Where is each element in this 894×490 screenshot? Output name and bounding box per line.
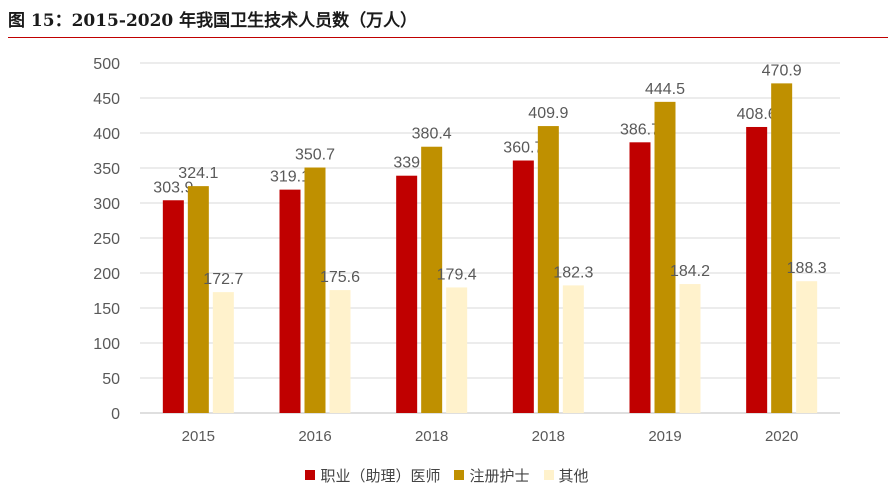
y-tick-label: 100 <box>93 336 120 353</box>
data-label-others: 184.2 <box>670 263 710 280</box>
legend-item-others: 其他 <box>543 465 589 486</box>
figure-title: 图 15：2015-2020 年我国卫生技术人员数（万人） <box>8 11 418 31</box>
legend-label-physicians: 职业（助理）医师 <box>320 466 441 485</box>
bar-others <box>329 290 351 413</box>
legend-label-others: 其他 <box>558 466 589 485</box>
data-label-nurses: 470.9 <box>762 62 802 79</box>
y-tick-label: 350 <box>93 161 120 178</box>
data-label-others: 175.6 <box>320 269 360 286</box>
bar-nurses <box>654 101 676 413</box>
y-tick-label: 250 <box>93 231 120 248</box>
bar-nurses <box>187 186 209 413</box>
data-label-nurses: 444.5 <box>645 81 685 98</box>
data-label-nurses: 350.7 <box>295 147 335 164</box>
data-label-nurses: 324.1 <box>178 165 218 182</box>
bar-physicians <box>512 160 534 413</box>
data-label-physicians: 303.9 <box>153 179 193 196</box>
data-label-physicians: 360.7 <box>503 140 543 157</box>
y-tick-label: 450 <box>93 91 120 108</box>
title-divider <box>8 37 888 38</box>
legend-label-nurses: 注册护士 <box>469 466 530 485</box>
bar-physicians <box>279 189 301 413</box>
x-tick-label: 2015 <box>182 428 215 445</box>
bar-others <box>562 285 584 413</box>
legend-swatch-others <box>543 470 554 480</box>
bar-others <box>212 292 234 413</box>
legend-swatch-nurses <box>454 470 465 480</box>
y-tick-label: 500 <box>93 56 120 73</box>
x-tick-label: 2020 <box>765 428 798 445</box>
bar-nurses <box>421 146 443 413</box>
y-tick-label: 150 <box>93 301 120 318</box>
x-tick-label: 2016 <box>298 428 331 445</box>
data-label-physicians: 339 <box>393 155 420 172</box>
data-label-physicians: 319.1 <box>270 169 310 186</box>
bar-physicians <box>746 126 768 413</box>
legend-item-nurses: 注册护士 <box>454 465 530 486</box>
y-tick-label: 300 <box>93 196 120 213</box>
x-tick-label: 2019 <box>648 428 681 445</box>
data-label-others: 172.7 <box>203 271 243 288</box>
bar-nurses <box>304 167 326 413</box>
bar-physicians <box>162 200 184 413</box>
data-label-physicians: 386.7 <box>620 121 660 138</box>
bar-physicians <box>629 142 651 413</box>
legend: 职业（助理）医师 注册护士 其他 <box>0 464 894 486</box>
data-label-others: 182.3 <box>553 264 593 281</box>
y-tick-label: 50 <box>102 371 120 388</box>
x-tick-label: 2018 <box>415 428 448 445</box>
bar-others <box>679 284 701 413</box>
bar-nurses <box>771 83 793 414</box>
y-tick-label: 400 <box>93 126 120 143</box>
y-tick-label: 200 <box>93 266 120 283</box>
x-tick-label: 2018 <box>532 428 565 445</box>
data-label-others: 188.3 <box>787 260 827 277</box>
data-label-physicians: 408.6 <box>737 106 777 123</box>
bar-others <box>446 287 468 413</box>
bar-nurses <box>537 126 559 413</box>
data-label-nurses: 409.9 <box>528 105 568 122</box>
bar-physicians <box>396 175 418 413</box>
bar-chart: 0 50 100 150 200 250 300 350 400 450 500 303.9324.1… <box>93 56 840 445</box>
legend-swatch-physicians <box>305 470 316 480</box>
data-label-others: 179.4 <box>437 266 477 283</box>
bar-others <box>796 281 818 413</box>
data-label-nurses: 380.4 <box>412 126 452 143</box>
legend-item-physicians: 职业（助理）医师 <box>305 465 440 486</box>
y-tick-label: 0 <box>111 406 120 423</box>
